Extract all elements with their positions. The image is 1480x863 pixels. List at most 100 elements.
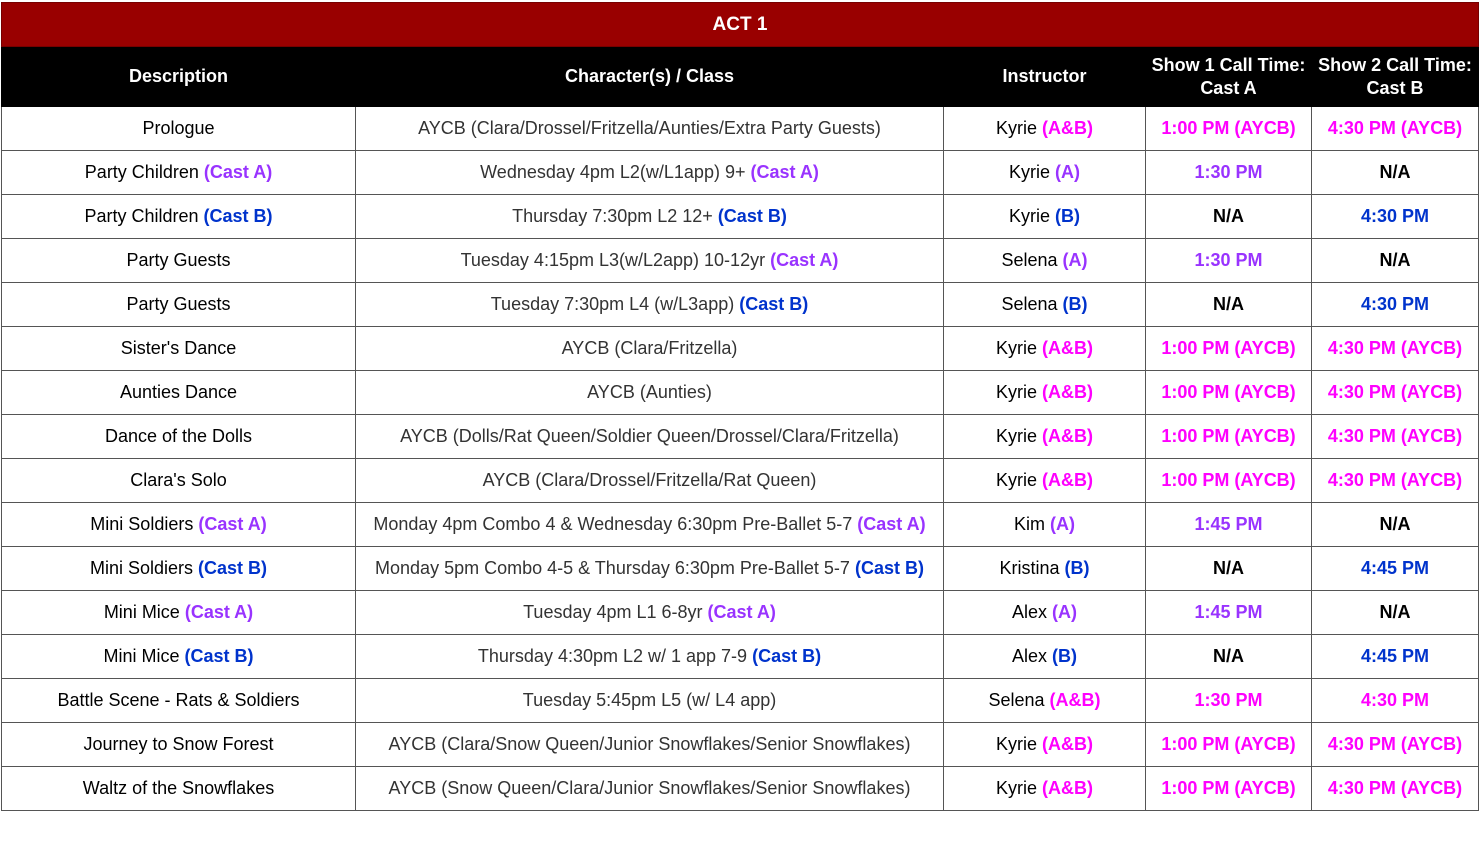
cell-text: (Cast B) xyxy=(203,206,273,226)
table-cell: 1:00 PM (AYCB) xyxy=(1145,722,1312,767)
table-cell: Mini Mice (Cast A) xyxy=(1,590,356,635)
table-cell: 1:00 PM (AYCB) xyxy=(1145,370,1312,415)
cell-text: (Cast A) xyxy=(203,162,273,182)
cell-text: N/A xyxy=(1379,602,1411,622)
cell-text: Mini Mice xyxy=(103,646,180,666)
cell-text: (A&B) xyxy=(1042,382,1094,402)
cell-text: (B) xyxy=(1055,206,1081,226)
table-row: Sister's Dance AYCB (Clara/Fritzella) Kyri… xyxy=(1,326,1479,371)
table-cell: Kim (A) xyxy=(943,502,1146,547)
cell-text: N/A xyxy=(1213,646,1244,666)
table-cell: 1:30 PM xyxy=(1145,150,1312,195)
cell-text: (Cast A) xyxy=(857,514,926,534)
cell-text: Waltz of the Snowflakes xyxy=(82,778,275,798)
cell-text: (A&B) xyxy=(1042,426,1094,446)
table-cell: Selena (A&B) xyxy=(943,678,1146,723)
cell-text: Kyrie xyxy=(995,778,1037,798)
cell-text: (Cast A) xyxy=(770,250,839,270)
cell-text: Monday 4pm Combo 4 & Wednesday 6:30pm Pr… xyxy=(373,514,853,534)
table-cell: Kyrie (A&B) xyxy=(943,458,1146,503)
cell-text: N/A xyxy=(1213,206,1244,226)
table-row: Mini Soldiers (Cast A) Monday 4pm Combo 4… xyxy=(1,502,1479,547)
cell-text: (B) xyxy=(1064,558,1090,578)
cell-text: AYCB (Clara/Fritzella) xyxy=(561,338,738,358)
table-cell: 4:30 PM xyxy=(1311,678,1479,723)
cell-text: Tuesday 5:45pm L5 (w/ L4 app) xyxy=(522,690,777,710)
cell-text: (Cast B) xyxy=(739,294,809,314)
cell-text: (Cast A) xyxy=(707,602,776,622)
table-cell: 1:00 PM (AYCB) xyxy=(1145,458,1312,503)
cell-text: Selena xyxy=(988,690,1045,710)
cell-text: AYCB (Snow Queen/Clara/Junior Snowflakes… xyxy=(388,778,911,798)
table-cell: 4:30 PM (AYCB) xyxy=(1311,766,1479,811)
cell-text: Kyrie xyxy=(995,426,1037,446)
cell-text: Selena xyxy=(1001,250,1058,270)
cell-text: Kyrie xyxy=(995,118,1037,138)
cell-text: (A&B) xyxy=(1042,778,1094,798)
table-cell: Party Children (Cast B) xyxy=(1,194,356,239)
table-cell: Kyrie (A&B) xyxy=(943,414,1146,459)
table-cell: 1:00 PM (AYCB) xyxy=(1145,326,1312,371)
table-cell: Party Guests xyxy=(1,282,356,327)
table-cell: Dance of the Dolls xyxy=(1,414,356,459)
cell-text: N/A xyxy=(1379,250,1411,270)
column-header: Description xyxy=(1,46,356,107)
cell-text: (A&B) xyxy=(1049,690,1101,710)
cell-text: Party Guests xyxy=(126,250,231,270)
cell-text: N/A xyxy=(1213,558,1244,578)
table-row: Aunties Dance AYCB (Aunties) Kyrie (A&B) 1:… xyxy=(1,370,1479,415)
cell-text: AYCB (Clara/Drossel/Fritzella/Aunties/Ex… xyxy=(418,118,881,138)
cell-text: AYCB (Aunties) xyxy=(587,382,712,402)
table-cell: 4:45 PM xyxy=(1311,546,1479,591)
cell-text: Alex xyxy=(1011,646,1047,666)
cell-text: (Cast B) xyxy=(752,646,822,666)
table-cell: 1:00 PM (AYCB) xyxy=(1145,414,1312,459)
table-cell: Mini Soldiers (Cast B) xyxy=(1,546,356,591)
cell-text: Mini Soldiers xyxy=(90,514,194,534)
table-cell: Kyrie (A&B) xyxy=(943,326,1146,371)
column-header: Character(s) / Class xyxy=(355,46,944,107)
column-header: Instructor xyxy=(943,46,1146,107)
table-cell: N/A xyxy=(1311,590,1479,635)
table-row: Party Children (Cast B) Thursday 7:30pm L… xyxy=(1,194,1479,239)
cell-text: 1:00 PM (AYCB) xyxy=(1161,382,1296,402)
table-row: Party Guests Tuesday 4:15pm L3(w/L2app) 1… xyxy=(1,238,1479,283)
cell-text: Journey to Snow Forest xyxy=(83,734,274,754)
table-cell: Thursday 4:30pm L2 w/ 1 app 7-9 (Cast B) xyxy=(355,634,944,679)
table-row: Battle Scene - Rats & Soldiers Tuesday 5:… xyxy=(1,678,1479,723)
table-row: Party Guests Tuesday 7:30pm L4 (w/L3app) … xyxy=(1,282,1479,327)
table-cell: Thursday 7:30pm L2 12+ (Cast B) xyxy=(355,194,944,239)
cell-text: 1:45 PM xyxy=(1194,602,1263,622)
table-cell: Prologue xyxy=(1,106,356,151)
schedule-table: ACT 1 Description Character(s) / Class Ins… xyxy=(1,2,1479,811)
table-cell: N/A xyxy=(1311,502,1479,547)
table-cell: 4:30 PM (AYCB) xyxy=(1311,106,1479,151)
cell-text: Sister's Dance xyxy=(120,338,237,358)
cell-text: AYCB (Dolls/Rat Queen/Soldier Queen/Dros… xyxy=(400,426,899,446)
cell-text: Party Children xyxy=(84,162,199,182)
cell-text: 1:00 PM (AYCB) xyxy=(1161,778,1296,798)
cell-text: Kyrie xyxy=(995,734,1037,754)
table-cell: 1:30 PM xyxy=(1145,678,1312,723)
cell-text: (A&B) xyxy=(1042,338,1094,358)
cell-text: Kyrie xyxy=(995,470,1037,490)
cell-text: Tuesday 4:15pm L3(w/L2app) 10-12yr xyxy=(460,250,766,270)
cell-text: 4:30 PM (AYCB) xyxy=(1327,778,1463,798)
cell-text: Mini Mice xyxy=(103,602,180,622)
table-cell: 4:30 PM (AYCB) xyxy=(1311,326,1479,371)
cell-text: Kyrie xyxy=(1008,162,1050,182)
table-cell: 4:30 PM (AYCB) xyxy=(1311,370,1479,415)
table-cell: Tuesday 4pm L1 6-8yr (Cast A) xyxy=(355,590,944,635)
cell-text: Battle Scene - Rats & Soldiers xyxy=(57,690,300,710)
cell-text: 1:00 PM (AYCB) xyxy=(1161,338,1296,358)
table-cell: Waltz of the Snowflakes xyxy=(1,766,356,811)
table-cell: Tuesday 5:45pm L5 (w/ L4 app) xyxy=(355,678,944,723)
cell-text: 1:30 PM xyxy=(1194,690,1263,710)
table-cell: Party Guests xyxy=(1,238,356,283)
cell-text: (A) xyxy=(1052,602,1078,622)
table-cell: N/A xyxy=(1145,634,1312,679)
table-cell: 4:30 PM (AYCB) xyxy=(1311,458,1479,503)
table-cell: Selena (A) xyxy=(943,238,1146,283)
table-cell: Party Children (Cast A) xyxy=(1,150,356,195)
table-cell: Mini Soldiers (Cast A) xyxy=(1,502,356,547)
